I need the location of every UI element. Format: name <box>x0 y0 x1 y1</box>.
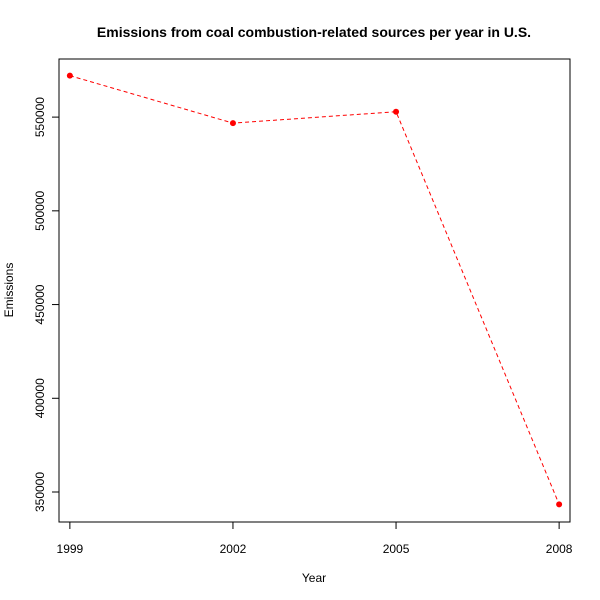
series-layer <box>66 72 563 508</box>
data-point-2005 <box>393 108 400 115</box>
series-line <box>69 75 560 505</box>
x-axis-label: Year <box>302 571 326 585</box>
x-axis: 1999 2002 2005 2008 <box>57 521 573 556</box>
y-axis: 350000 400000 450000 500000 550000 <box>33 97 60 512</box>
y-axis-label: Emissions <box>2 263 16 318</box>
data-point-2002 <box>229 120 236 127</box>
x-tick-label: 2008 <box>546 542 573 556</box>
x-tick-label: 1999 <box>57 542 84 556</box>
y-tick-label: 400000 <box>33 378 47 418</box>
plot-area-frame <box>58 58 571 523</box>
y-tick-label: 350000 <box>33 472 47 512</box>
x-tick-label: 2002 <box>220 542 247 556</box>
data-point-2008 <box>556 501 563 508</box>
data-point-1999 <box>66 72 73 79</box>
y-tick-label: 500000 <box>33 190 47 230</box>
chart-title: Emissions from coal combustion-related s… <box>97 24 531 40</box>
y-tick-label: 450000 <box>33 284 47 324</box>
x-tick-label: 2005 <box>383 542 410 556</box>
y-tick-label: 550000 <box>33 97 47 137</box>
